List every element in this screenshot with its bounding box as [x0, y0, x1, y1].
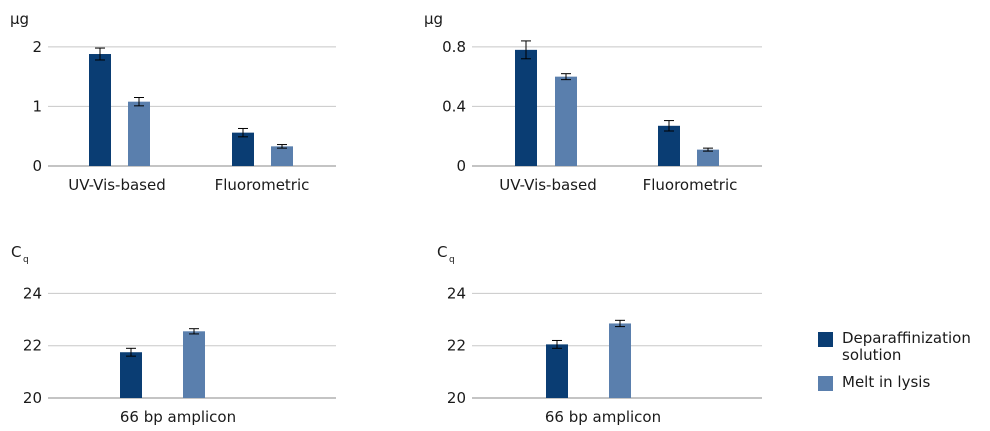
legend-label-line1: Deparaffinization: [842, 329, 971, 347]
y-tick-label: 22: [23, 337, 42, 355]
category-label: 66 bp amplicon: [120, 408, 236, 426]
bar: [555, 76, 577, 166]
y-unit-label: C: [437, 243, 447, 261]
y-tick-label: 22: [447, 337, 466, 355]
y-tick-label: 20: [447, 389, 466, 407]
category-label: Fluorometric: [215, 176, 310, 194]
y-tick-label: 0.4: [442, 97, 466, 115]
bar: [120, 352, 142, 398]
bar: [232, 132, 254, 166]
legend-swatch-melt-in-lysis: [818, 376, 833, 391]
category-label: 66 bp amplicon: [545, 408, 661, 426]
y-tick-label: 0: [32, 157, 42, 175]
category-label: Fluorometric: [643, 176, 738, 194]
y-tick-label: 0: [456, 157, 466, 175]
y-unit-label: µg: [424, 10, 443, 28]
legend-item-deparaffinization: Deparaffinization solution: [818, 330, 988, 364]
y-unit-label: µg: [10, 10, 29, 28]
legend-label-line2: solution: [842, 346, 902, 364]
bar: [609, 323, 631, 398]
y-tick-label: 20: [23, 389, 42, 407]
bar: [89, 54, 111, 166]
y-tick-label: 24: [447, 284, 466, 302]
legend: Deparaffinization solution Melt in lysis: [818, 330, 988, 401]
y-tick-label: 1: [32, 97, 42, 115]
bar: [183, 331, 205, 398]
bar: [271, 146, 293, 166]
y-tick-label: 2: [32, 38, 42, 56]
bar: [546, 344, 568, 398]
y-tick-label: 0.8: [442, 38, 466, 56]
bar: [658, 125, 680, 166]
category-label: UV-Vis-based: [68, 176, 166, 194]
bar: [128, 101, 150, 166]
category-label: UV-Vis-based: [499, 176, 597, 194]
y-tick-label: 24: [23, 284, 42, 302]
bar: [515, 49, 537, 166]
y-unit-label: C: [11, 243, 21, 261]
legend-label-melt: Melt in lysis: [842, 373, 931, 391]
y-unit-subscript: q: [23, 255, 29, 265]
bar: [697, 149, 719, 166]
legend-item-melt-in-lysis: Melt in lysis: [818, 374, 988, 391]
legend-swatch-deparaffinization: [818, 332, 833, 347]
y-unit-subscript: q: [449, 255, 455, 265]
